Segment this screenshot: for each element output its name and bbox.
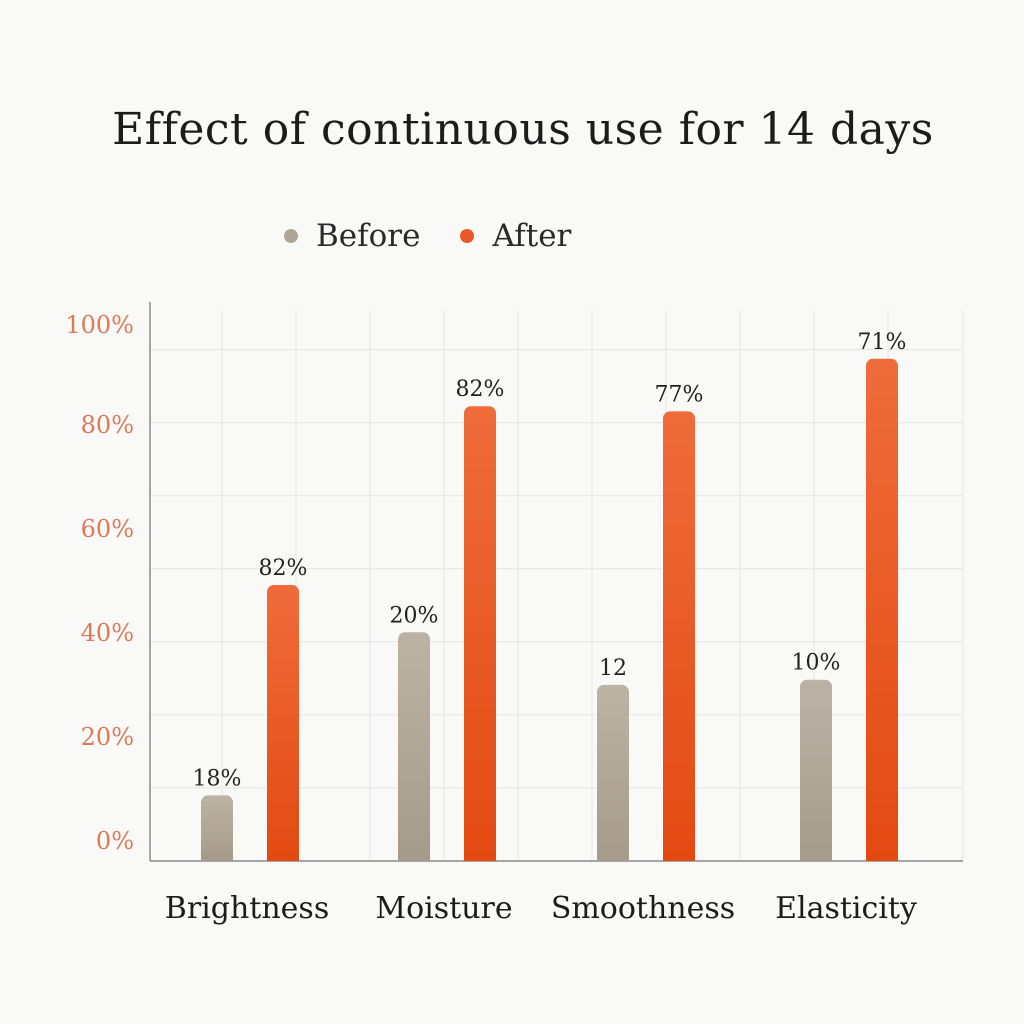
x-tick-label-elasticity: Elasticity [775, 891, 917, 926]
y-tick-label: 100% [65, 311, 134, 339]
legend-label-after: After [492, 218, 572, 254]
legend-marker-before [284, 229, 298, 243]
bar-base-after-brightness [267, 853, 299, 861]
bar-base-after-elasticity [866, 853, 898, 861]
bar-after-elasticity [866, 358, 898, 861]
bar-base-after-smoothness [663, 853, 695, 861]
legend-marker-after [460, 229, 475, 243]
data-label-after-moisture: 82% [456, 377, 505, 402]
y-tick-label: 80% [81, 411, 134, 439]
y-tick-label: 60% [81, 515, 134, 543]
legend-item-after: After [460, 218, 571, 254]
y-tick-label: 40% [81, 619, 134, 647]
data-label-before-smoothness: 12 [599, 656, 627, 681]
x-tick-label-brightness: Brightness [165, 891, 329, 926]
legend-label-before: Before [316, 218, 421, 254]
bar-base-before-moisture [398, 853, 430, 861]
x-tick-label-smoothness: Smoothness [551, 891, 735, 926]
data-label-before-moisture: 20% [390, 603, 439, 628]
bar-after-brightness [267, 585, 299, 861]
bar-before-elasticity [800, 679, 832, 861]
bar-after-moisture [464, 406, 496, 861]
data-label-before-brightness: 18% [193, 766, 242, 791]
y-tick-label: 0% [96, 827, 134, 855]
data-label-after-elasticity: 71% [858, 330, 907, 355]
data-label-after-smoothness: 77% [655, 382, 704, 407]
x-tick-label-moisture: Moisture [375, 891, 512, 926]
bar-before-moisture [398, 632, 430, 861]
bar-base-before-elasticity [800, 853, 832, 861]
chart-legend: Before After [284, 218, 611, 254]
bar-base-before-smoothness [597, 853, 629, 861]
bar-before-smoothness [597, 684, 629, 861]
bar-base-after-moisture [464, 853, 496, 861]
y-tick-label: 20% [81, 723, 134, 751]
data-label-after-brightness: 82% [259, 556, 308, 581]
chart-title: Effect of continuous use for 14 days [112, 104, 934, 155]
bar-after-smoothness [663, 411, 695, 861]
legend-item-before: Before [284, 218, 420, 254]
bar-base-before-brightness [201, 853, 233, 861]
bar-before-brightness [201, 795, 233, 861]
data-label-before-elasticity: 10% [792, 651, 841, 676]
